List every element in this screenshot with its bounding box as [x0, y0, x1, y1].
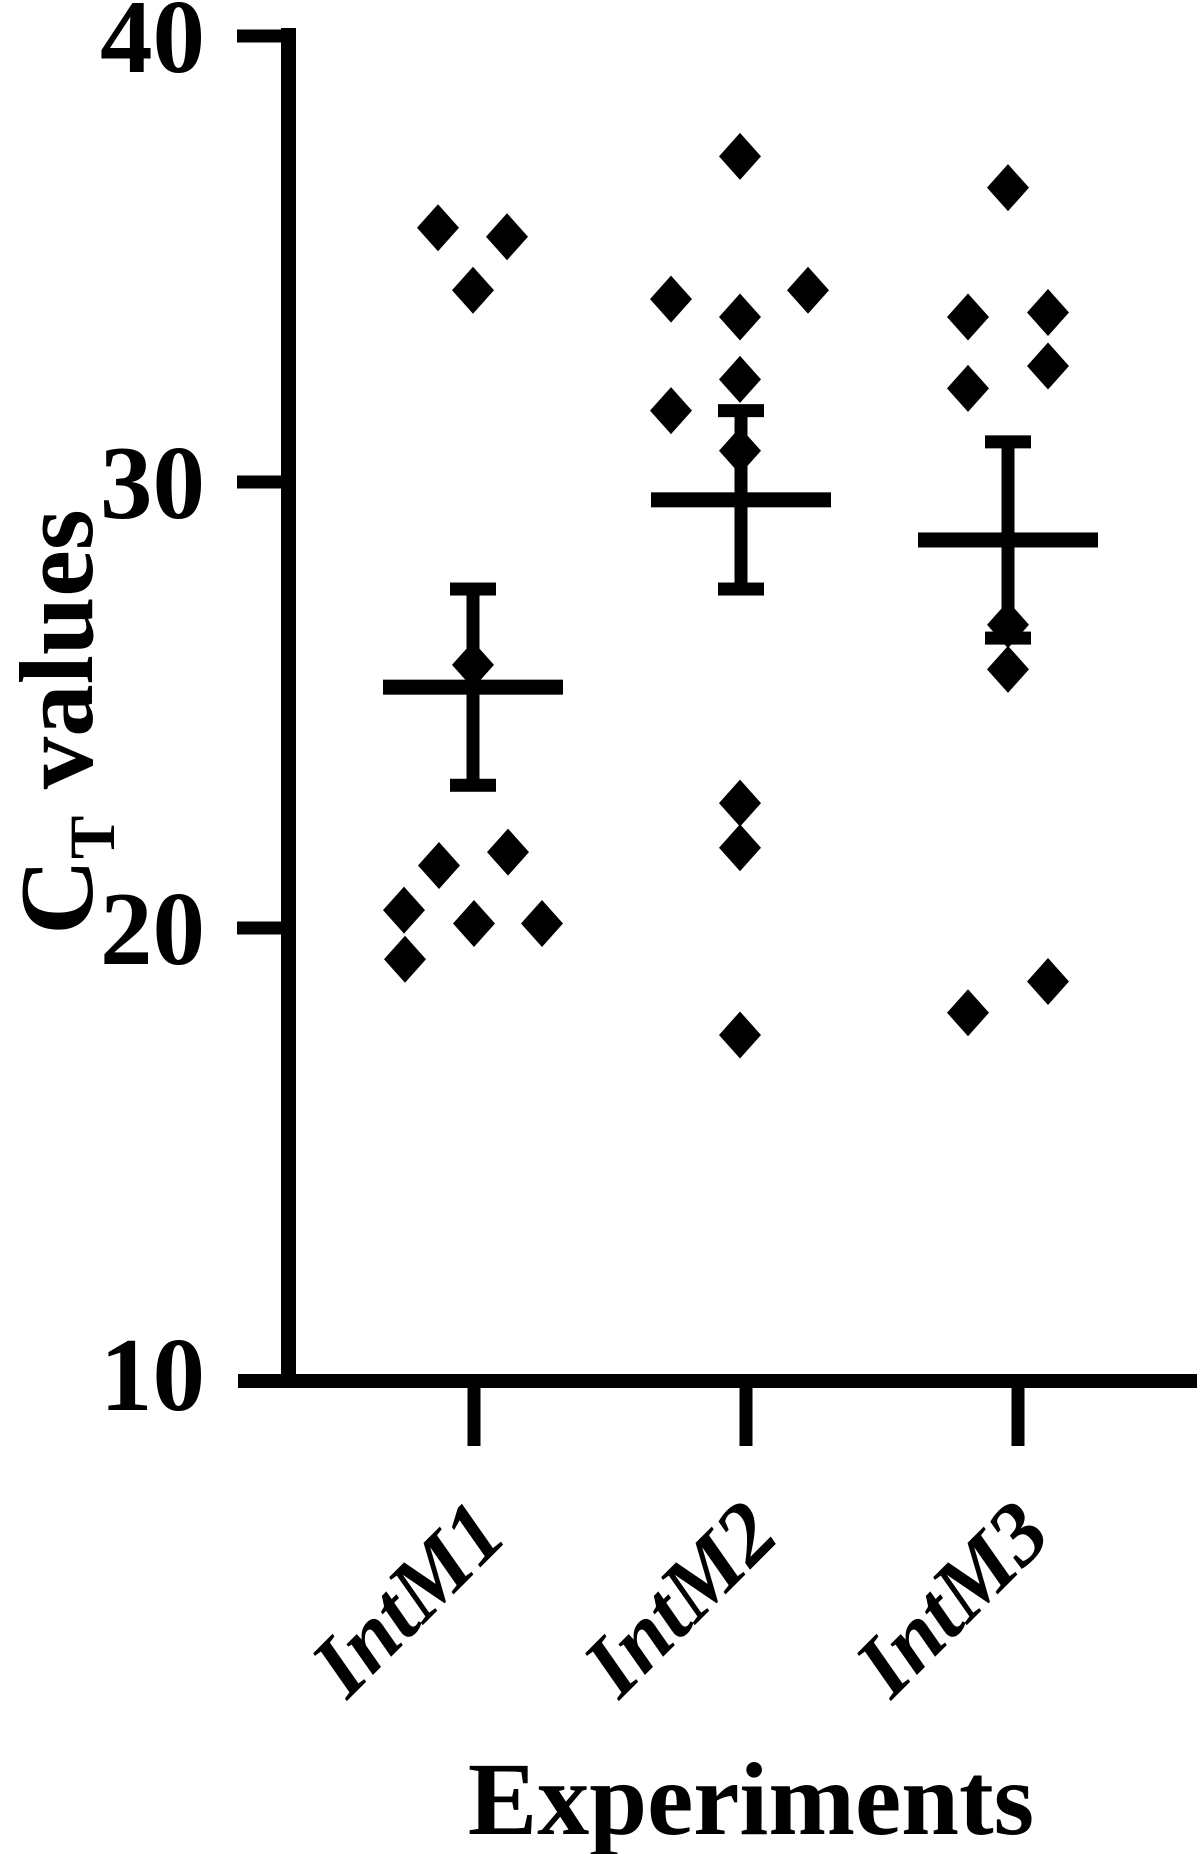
data-point-diamond [452, 641, 494, 689]
y-axis-tick [237, 29, 281, 43]
data-point-diamond [383, 886, 425, 934]
x-axis-spine [238, 1374, 1197, 1388]
data-point-diamond [719, 132, 761, 180]
data-point-diamond [417, 204, 459, 252]
data-point-diamond [787, 266, 829, 314]
error-bar-cap-top [985, 435, 1031, 449]
data-point-diamond [384, 935, 426, 983]
y-axis-tick [237, 921, 281, 935]
data-point-diamond [987, 645, 1029, 693]
data-point-diamond [719, 293, 761, 341]
data-point-diamond [1027, 958, 1069, 1006]
mean-line [651, 492, 831, 508]
x-axis-title: Experiments [467, 1742, 1035, 1854]
error-bar-cap-bottom [450, 778, 496, 792]
data-point-diamond [521, 900, 563, 948]
x-axis-tick [1011, 1388, 1025, 1446]
data-point-diamond [719, 824, 761, 872]
y-axis-title-subscript: T [57, 815, 129, 859]
data-point-diamond [452, 266, 494, 314]
data-point-diamond [453, 900, 495, 948]
y-tick-label-30: 30 [100, 424, 205, 541]
data-point-diamond [947, 989, 989, 1037]
y-axis-title: CT values [0, 372, 129, 1072]
error-bar-cap-top [718, 404, 764, 418]
data-point-diamond [487, 828, 529, 876]
y-axis-title-rest: values [0, 509, 115, 816]
x-axis-tick [467, 1388, 481, 1446]
y-tick-label-20: 20 [100, 870, 205, 987]
data-point-diamond [719, 427, 761, 475]
y-axis-tick [237, 475, 281, 489]
x-axis-tick [739, 1388, 753, 1446]
data-point-diamond [1027, 289, 1069, 337]
data-point-diamond [719, 355, 761, 403]
error-bar-cap-top [450, 582, 496, 596]
data-point-diamond [947, 364, 989, 412]
y-tick-label-10: 10 [100, 1316, 205, 1433]
data-point-diamond [987, 164, 1029, 212]
data-point-diamond [650, 387, 692, 435]
error-bar-cap-bottom [718, 582, 764, 596]
y-axis-spine [281, 28, 296, 1388]
data-point-diamond [486, 213, 528, 261]
data-point-diamond [418, 842, 460, 890]
data-point-diamond [719, 1011, 761, 1059]
data-point-diamond [947, 293, 989, 341]
data-point-diamond [987, 601, 1029, 649]
data-point-diamond [719, 779, 761, 827]
mean-line [918, 532, 1098, 548]
data-point-diamond [650, 275, 692, 323]
y-tick-label-40: 40 [100, 0, 205, 95]
y-axis-title-main: C [0, 858, 115, 935]
data-point-diamond [1027, 342, 1069, 390]
